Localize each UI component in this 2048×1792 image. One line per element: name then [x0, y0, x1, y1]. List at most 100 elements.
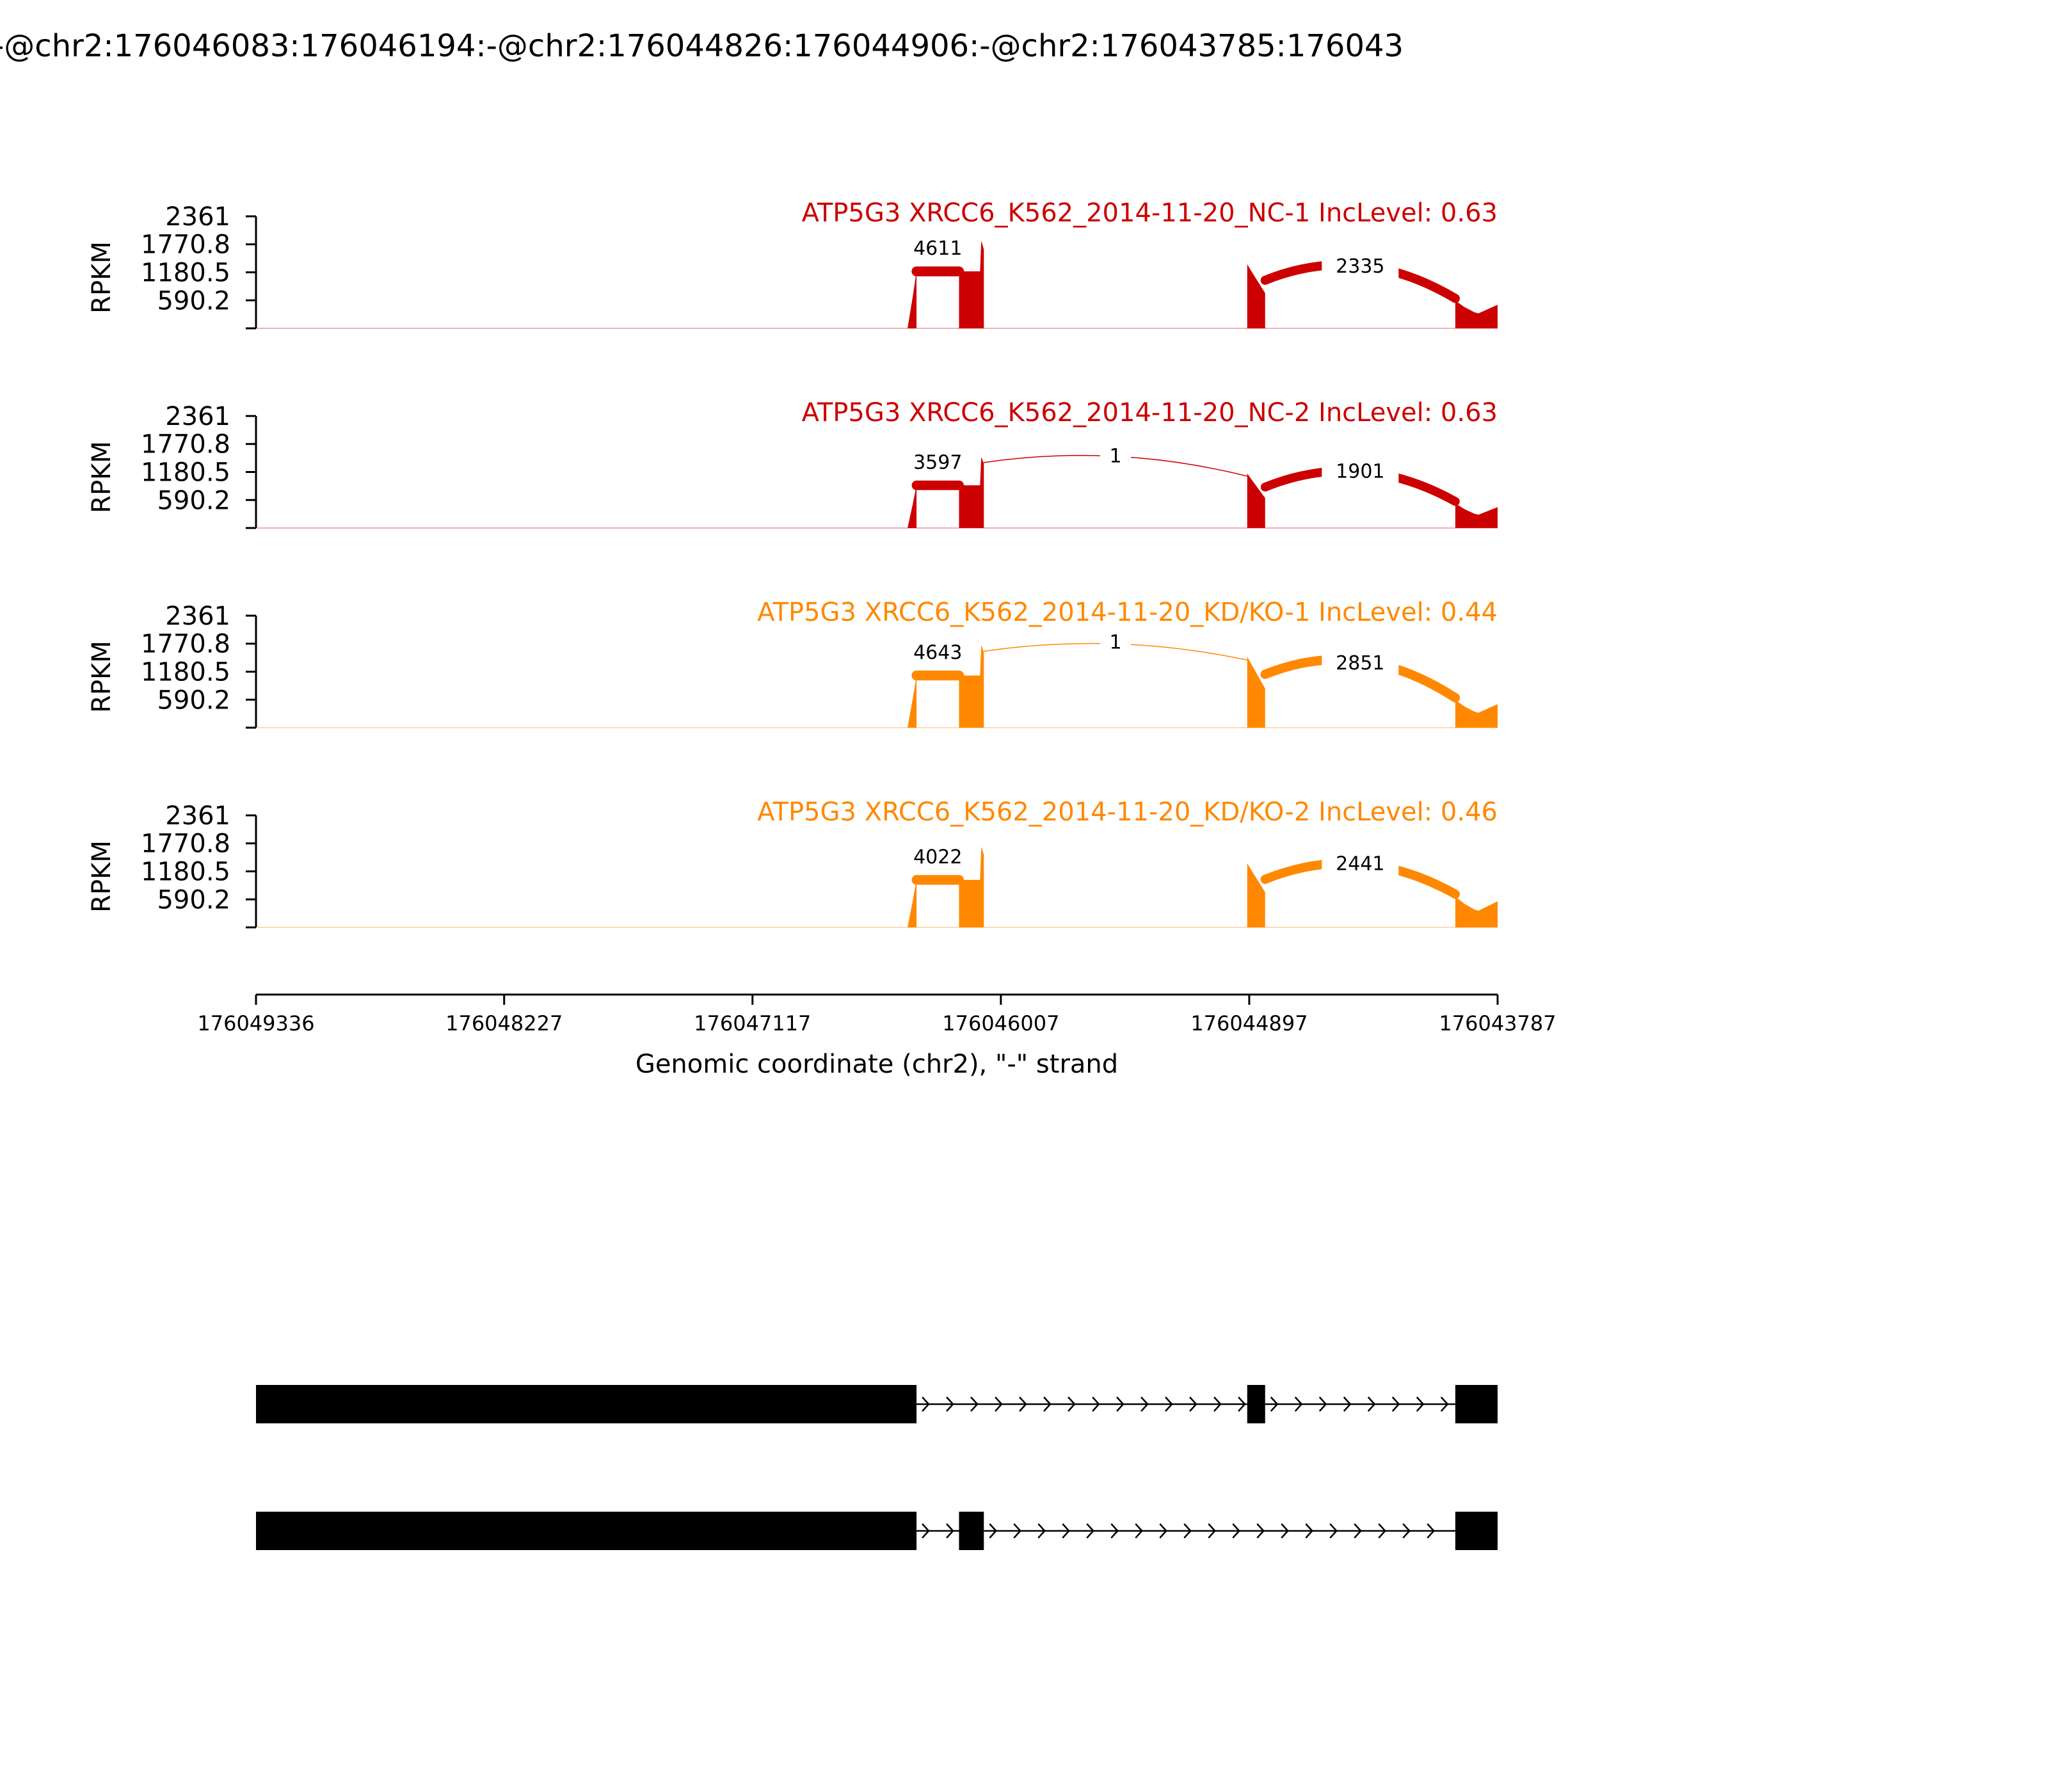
junction-label: 2335 — [1322, 255, 1399, 278]
strand-arrow — [1068, 1396, 1076, 1412]
y-tick-label: 590.2 — [157, 685, 230, 715]
junction-count: 4022 — [913, 846, 962, 868]
gene-model — [256, 1385, 1498, 1550]
junction-label-bg — [1322, 255, 1399, 278]
junction-count: 2335 — [1336, 255, 1384, 278]
strand-arrow — [989, 1523, 997, 1539]
coverage-exon-3 — [1247, 473, 1265, 528]
y-tick-label: 2361 — [165, 602, 230, 631]
y-tick-label: 2361 — [165, 801, 230, 831]
junction-label-bg — [1100, 444, 1132, 468]
exon-block — [1455, 1512, 1498, 1550]
strand-arrow — [1329, 1523, 1338, 1539]
y-tick-label: 2361 — [165, 202, 230, 232]
junction-label: 3597 — [899, 451, 977, 474]
coverage-exon-1 — [908, 485, 917, 528]
coverage-exon-1 — [908, 879, 917, 927]
isoform-1 — [256, 1385, 1498, 1423]
x-tick-label: 176044897 — [1190, 1011, 1308, 1036]
x-tick-label: 176043787 — [1439, 1011, 1556, 1036]
exon-block — [1247, 1385, 1265, 1423]
strand-arrow — [1183, 1523, 1192, 1539]
junction-count: 4611 — [913, 237, 962, 260]
strand-arrow — [1019, 1396, 1027, 1412]
panel-title: ATP5G3 XRCC6_K562_2014-11-20_KD/KO-1 Inc… — [757, 598, 1498, 627]
junction-label-bg — [1322, 852, 1399, 876]
coverage-exon-4 — [1455, 300, 1498, 328]
strand-arrow — [1140, 1396, 1149, 1412]
strand-arrow — [1013, 1523, 1021, 1539]
strand-arrow — [946, 1523, 954, 1539]
coverage-exon-1 — [908, 271, 917, 328]
junction-label-bg — [899, 641, 977, 664]
y-tick-label: 1180.5 — [141, 658, 230, 687]
strand-arrow — [1086, 1523, 1094, 1539]
junction-label: 4643 — [899, 641, 977, 664]
junction-count: 1901 — [1336, 460, 1384, 483]
junction-label-bg — [899, 237, 977, 260]
junction-label: 1 — [1100, 630, 1132, 654]
junction-count: 1 — [1109, 632, 1121, 654]
junction-label-bg — [899, 845, 977, 868]
strand-arrow — [1354, 1523, 1362, 1539]
strand-arrow — [1367, 1396, 1376, 1412]
y-axis-label: RPKM — [87, 441, 116, 513]
y-tick-label: 590.2 — [157, 885, 230, 915]
junction-label: 4022 — [899, 845, 977, 868]
junction-count: 4643 — [913, 641, 962, 664]
junction-count: 2851 — [1336, 652, 1384, 675]
y-tick-label: 590.2 — [157, 486, 230, 515]
strand-arrow — [1037, 1523, 1046, 1539]
panel-title: ATP5G3 XRCC6_K562_2014-11-20_NC-2 IncLev… — [802, 398, 1498, 428]
y-tick-label: 1180.5 — [141, 458, 230, 488]
strand-arrow — [1159, 1523, 1167, 1539]
exon-block — [256, 1385, 917, 1423]
strand-arrow — [922, 1523, 930, 1539]
strand-arrow — [1043, 1396, 1052, 1412]
y-tick-label: 2361 — [165, 402, 230, 431]
strand-arrow — [1110, 1523, 1119, 1539]
junction-count: 3597 — [913, 451, 962, 474]
y-tick-label: 1770.8 — [141, 430, 230, 460]
strand-arrow — [1427, 1523, 1435, 1539]
strand-arrow — [1294, 1396, 1303, 1412]
coverage-exon-3 — [1247, 264, 1265, 328]
coverage-exon-2 — [959, 456, 984, 528]
strand-arrow — [1318, 1396, 1327, 1412]
coverage-exon-2 — [959, 240, 984, 328]
coverage-exon-2 — [959, 846, 984, 927]
figure-title: 176046384:176049335:-@chr2:176046083:176… — [0, 28, 1404, 64]
y-tick-label: 1770.8 — [141, 630, 230, 659]
coverage-panels: ATP5G3 XRCC6_K562_2014-11-20_NC-1 IncLev… — [87, 198, 1498, 929]
junction-label-bg — [1322, 651, 1399, 675]
junction-label: 4611 — [899, 237, 977, 260]
x-tick-label: 176048227 — [445, 1011, 563, 1036]
strand-arrow — [946, 1396, 954, 1412]
coverage-exon-1 — [908, 675, 917, 728]
junction-count: 1 — [1109, 445, 1121, 467]
y-axis-label: RPKM — [87, 641, 116, 713]
x-axis: 176049336 176048227 176047117 176046007 1760… — [197, 993, 1556, 1079]
panel-1: ATP5G3 XRCC6_K562_2014-11-20_NC-1 IncLev… — [87, 198, 1498, 330]
exon-block — [1455, 1385, 1498, 1423]
y-tick-label: 1770.8 — [141, 230, 230, 260]
strand-arrow — [995, 1396, 1003, 1412]
x-tick-label: 176049336 — [197, 1011, 314, 1036]
y-axis-label: RPKM — [87, 241, 116, 314]
strand-arrow — [922, 1396, 930, 1412]
strand-arrow — [1270, 1396, 1279, 1412]
junction-count: 2441 — [1336, 853, 1384, 876]
strand-arrow — [1116, 1396, 1124, 1412]
strand-arrow — [1238, 1396, 1246, 1412]
strand-arrow — [1416, 1396, 1425, 1412]
x-tick-label: 176046007 — [942, 1011, 1059, 1036]
strand-arrow — [1305, 1523, 1313, 1539]
strand-arrow — [1378, 1523, 1386, 1539]
strand-arrow — [1343, 1396, 1352, 1412]
coverage-exon-4 — [1455, 700, 1498, 728]
y-axis-label: RPKM — [87, 840, 116, 913]
coverage-exon-4 — [1455, 896, 1498, 927]
coverage-exon-3 — [1247, 863, 1265, 927]
junction-label-bg — [1100, 630, 1132, 654]
isoform-2 — [256, 1512, 1498, 1550]
